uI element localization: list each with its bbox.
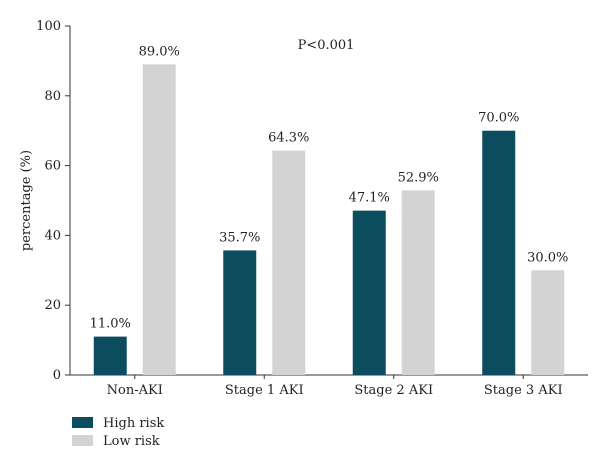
bar-value-label: 35.7%: [219, 230, 260, 245]
y-tick-label: 100: [36, 19, 61, 34]
bar-value-label: 70.0%: [478, 111, 519, 126]
bar-value-label: 47.1%: [349, 191, 390, 206]
bar: [401, 190, 435, 375]
bar-value-label: 52.9%: [398, 170, 439, 185]
x-axis: Non-AKI Stage 1 AKI Stage 2 AKI Stage 3 AKI: [70, 374, 588, 398]
legend-label: High risk: [103, 416, 164, 431]
bar: [93, 336, 127, 375]
x-tick-label: Stage 3 AKI: [484, 383, 563, 398]
legend-label: Low risk: [103, 434, 160, 449]
bar: [223, 250, 257, 375]
x-tick-label: Stage 1 AKI: [225, 383, 304, 398]
y-tick-label: 20: [44, 298, 61, 313]
y-tick-label: 0: [53, 368, 61, 383]
bar-value-label: 64.3%: [268, 131, 309, 146]
legend-swatch: [72, 417, 93, 428]
bar-value-label: 11.0%: [90, 317, 131, 332]
bar: [272, 150, 306, 375]
x-tick-label: Stage 2 AKI: [354, 383, 433, 398]
bars: [93, 64, 565, 375]
y-tick-label: 40: [44, 228, 61, 243]
bar: [352, 210, 386, 375]
p-value-annotation: P<0.001: [298, 38, 355, 53]
legend: High risk Low risk: [72, 416, 164, 449]
bar: [482, 130, 516, 375]
bar: [531, 270, 565, 375]
bar-value-label: 30.0%: [527, 250, 568, 265]
bar-value-label: 89.0%: [139, 44, 180, 59]
y-tick-label: 60: [44, 159, 61, 174]
data-labels: 11.0% 89.0% 35.7% 64.3% 47.1% 52.9% 70.0% 30.0%: [90, 44, 569, 331]
y-axis-label: percentage (%): [19, 150, 34, 251]
y-tick-label: 80: [44, 89, 61, 104]
y-axis: 0 20 40 60 80 100: [36, 19, 71, 383]
x-tick-label: Non-AKI: [107, 383, 163, 398]
legend-swatch: [72, 435, 93, 446]
bar: [142, 64, 176, 375]
